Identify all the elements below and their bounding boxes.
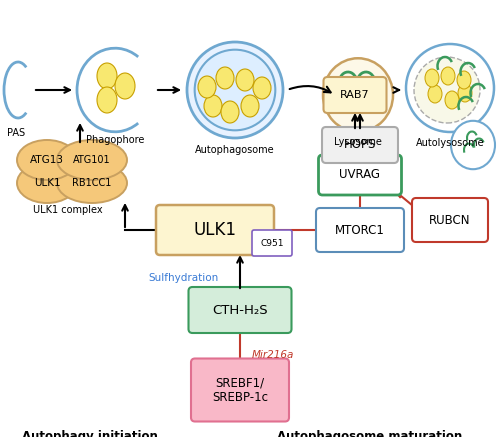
Ellipse shape bbox=[17, 163, 77, 203]
Ellipse shape bbox=[216, 67, 234, 89]
FancyBboxPatch shape bbox=[324, 77, 386, 113]
Ellipse shape bbox=[57, 140, 127, 180]
Text: Lysosome: Lysosome bbox=[334, 137, 382, 147]
Ellipse shape bbox=[428, 85, 442, 103]
Text: CTH-H₂S: CTH-H₂S bbox=[212, 304, 268, 316]
Ellipse shape bbox=[457, 71, 471, 89]
Ellipse shape bbox=[441, 67, 455, 85]
Text: Phagophore: Phagophore bbox=[86, 135, 144, 145]
Ellipse shape bbox=[451, 121, 495, 169]
Text: ULK1: ULK1 bbox=[34, 178, 60, 188]
Ellipse shape bbox=[187, 42, 283, 138]
Text: HOPS: HOPS bbox=[344, 139, 376, 152]
Ellipse shape bbox=[236, 69, 254, 91]
Ellipse shape bbox=[17, 140, 77, 180]
Text: Autolysosome: Autolysosome bbox=[416, 138, 484, 148]
Text: RB1CC1: RB1CC1 bbox=[72, 178, 112, 188]
Text: C951: C951 bbox=[260, 239, 284, 247]
FancyBboxPatch shape bbox=[252, 230, 292, 256]
Text: ATG13: ATG13 bbox=[30, 155, 64, 165]
Ellipse shape bbox=[97, 87, 117, 113]
Text: RUBCN: RUBCN bbox=[429, 214, 471, 226]
Text: MTORC1: MTORC1 bbox=[335, 223, 385, 236]
Text: Autophagosome: Autophagosome bbox=[195, 145, 275, 155]
FancyBboxPatch shape bbox=[318, 155, 402, 195]
Ellipse shape bbox=[323, 58, 393, 132]
Ellipse shape bbox=[458, 84, 472, 102]
Ellipse shape bbox=[97, 63, 117, 89]
Ellipse shape bbox=[57, 163, 127, 203]
Ellipse shape bbox=[115, 73, 135, 99]
Text: HSS: HSS bbox=[206, 243, 226, 253]
Ellipse shape bbox=[414, 57, 480, 123]
Ellipse shape bbox=[194, 50, 276, 130]
FancyBboxPatch shape bbox=[191, 358, 289, 422]
FancyBboxPatch shape bbox=[316, 208, 404, 252]
FancyBboxPatch shape bbox=[322, 127, 398, 163]
Text: ULK1 complex: ULK1 complex bbox=[33, 205, 103, 215]
Ellipse shape bbox=[204, 95, 222, 117]
Text: ATG101: ATG101 bbox=[73, 155, 111, 165]
Ellipse shape bbox=[406, 44, 494, 132]
Text: RAB7: RAB7 bbox=[340, 90, 370, 100]
Text: Sulfhydration: Sulfhydration bbox=[148, 273, 218, 283]
Ellipse shape bbox=[253, 77, 271, 99]
Text: Mir216a: Mir216a bbox=[252, 350, 294, 360]
Ellipse shape bbox=[198, 76, 216, 98]
Text: SREBF1/
SREBP-1c: SREBF1/ SREBP-1c bbox=[212, 376, 268, 404]
Text: ULK1: ULK1 bbox=[194, 221, 236, 239]
Text: Autophagy initiation: Autophagy initiation bbox=[22, 430, 158, 437]
Ellipse shape bbox=[241, 95, 259, 117]
Text: Autophagosome maturation: Autophagosome maturation bbox=[278, 430, 462, 437]
Ellipse shape bbox=[445, 91, 459, 109]
Ellipse shape bbox=[221, 101, 239, 123]
Text: UVRAG: UVRAG bbox=[340, 169, 380, 181]
Ellipse shape bbox=[425, 69, 439, 87]
FancyBboxPatch shape bbox=[412, 198, 488, 242]
FancyBboxPatch shape bbox=[156, 205, 274, 255]
FancyBboxPatch shape bbox=[188, 287, 292, 333]
Text: PAS: PAS bbox=[7, 128, 25, 138]
